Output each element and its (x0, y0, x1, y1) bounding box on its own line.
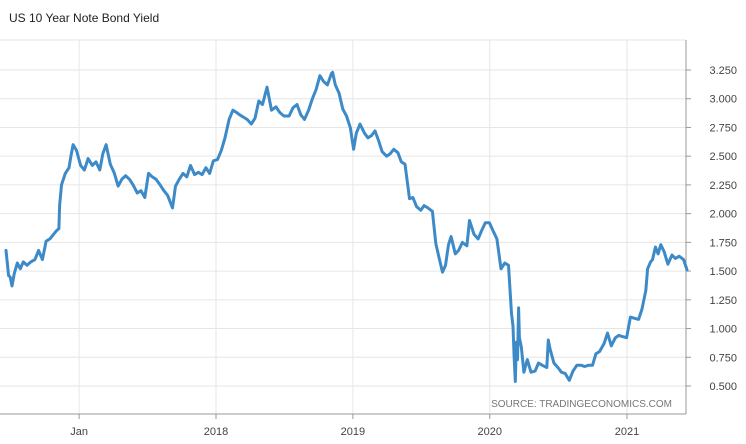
x-tick-label: 2019 (341, 426, 365, 438)
y-tick-label: 2.000 (709, 209, 737, 221)
series-layer (4, 70, 689, 383)
y-tick-label: 0.750 (709, 352, 737, 364)
y-tick-label: 2.500 (709, 151, 737, 163)
y-tick-label: 1.000 (709, 324, 737, 336)
source-label: SOURCE: TRADINGECONOMICS.COM (491, 399, 672, 410)
y-tick-label: 1.750 (709, 237, 737, 249)
chart-title: US 10 Year Note Bond Yield (9, 11, 160, 25)
y-tick-label: 0.500 (709, 381, 737, 393)
x-tick-label: 2020 (478, 426, 502, 438)
y-tick-label: 2.750 (709, 122, 737, 134)
yield-series-line (4, 70, 689, 383)
y-tick-label: 1.250 (709, 295, 737, 307)
y-tick-label: 3.000 (709, 94, 737, 106)
x-tick-label: 2018 (204, 426, 228, 438)
axis-layer: Jan 2018 2019 2020 2021 3.250 3.000 2.750 2.500 2… (0, 40, 737, 438)
y-tick-label: 3.250 (709, 65, 737, 77)
x-tick-label: 2021 (615, 426, 639, 438)
y-tick-label: 2.250 (709, 180, 737, 192)
x-tick-label: Jan (70, 426, 88, 438)
grid-layer (0, 39, 686, 414)
y-tick-label: 1.500 (709, 266, 737, 278)
